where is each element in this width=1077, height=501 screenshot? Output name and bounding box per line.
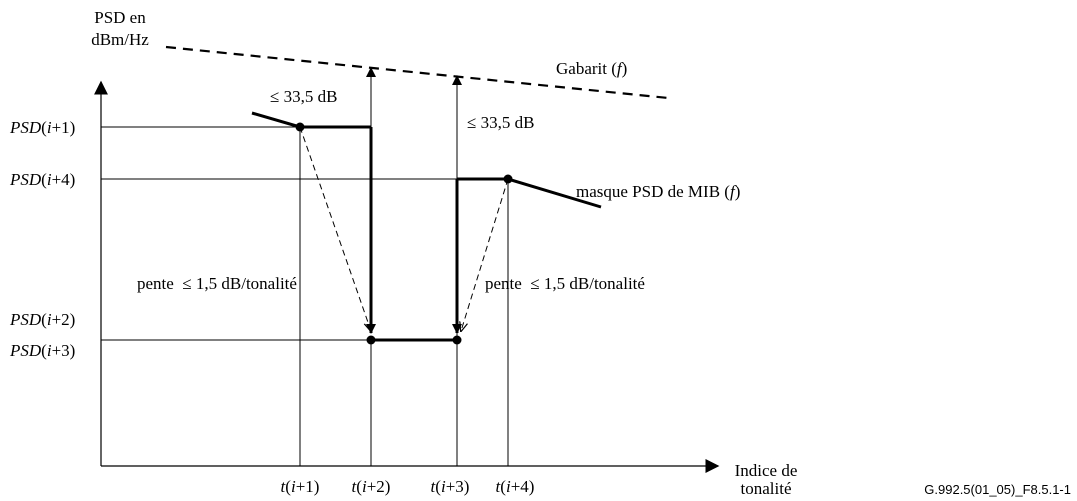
y-tick-label-psd-i4: PSD(i+4): [9, 170, 75, 189]
x-tick-label-t-i1: t(i+1): [281, 477, 320, 496]
mask-label: masque PSD de MIB (f): [576, 182, 740, 201]
x-tick-label-t-i4: t(i+4): [496, 477, 535, 496]
psd-mask-left-segment: [251, 111, 371, 129]
point-t-i4: [503, 174, 513, 184]
y-axis-title-line2: dBm/Hz: [91, 30, 149, 49]
slope-label-left: pente ≤ 1,5 dB/tonalité: [137, 274, 297, 293]
point-t-i2: [366, 335, 376, 345]
x-axis-title-line1: Indice de: [735, 461, 798, 480]
slope-dashed-left: [299, 126, 371, 331]
slope-dashed-right: [461, 178, 509, 331]
slope-label-right: pente ≤ 1,5 dB/tonalité: [485, 274, 645, 293]
point-t-i3: [452, 335, 462, 345]
y-axis-title-line1: PSD en: [94, 8, 146, 27]
x-tick-label-t-i2: t(i+2): [352, 477, 391, 496]
delta-label-left: ≤ 33,5 dB: [270, 87, 337, 106]
x-axis-title-line2: tonalité: [741, 479, 792, 498]
y-tick-label-psd-i2: PSD(i+2): [9, 310, 75, 329]
y-tick-label-psd-i1: PSD(i+1): [9, 118, 75, 137]
y-tick-label-psd-i3: PSD(i+3): [9, 341, 75, 360]
gabarit-label: Gabarit (f): [556, 59, 627, 78]
figure-id: G.992.5(01_05)_F8.5.1-1: [924, 482, 1071, 497]
x-tick-label-t-i3: t(i+3): [431, 477, 470, 496]
point-t-i1: [295, 122, 305, 132]
delta-label-right: ≤ 33,5 dB: [467, 113, 534, 132]
